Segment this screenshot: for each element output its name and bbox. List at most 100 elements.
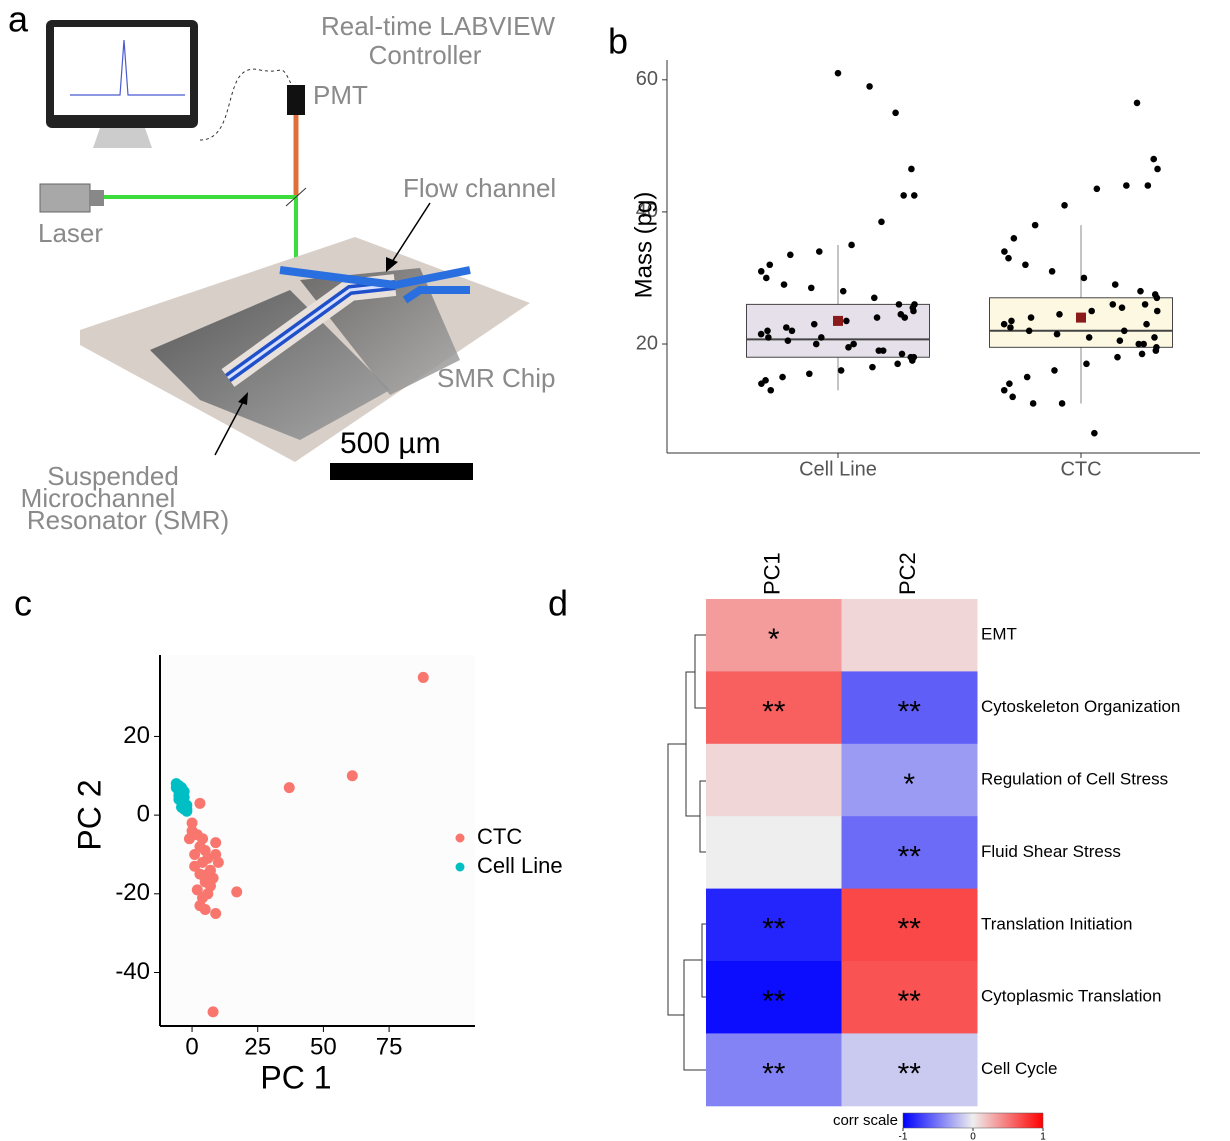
data-point xyxy=(910,307,917,315)
arrow-head xyxy=(238,392,248,405)
data-point xyxy=(1029,400,1037,407)
y-tick-label: 60 xyxy=(636,68,658,90)
column-label: PC2 xyxy=(895,552,920,595)
data-point xyxy=(1000,386,1008,394)
data-point xyxy=(1138,350,1146,358)
data-point xyxy=(1000,320,1008,328)
data-point xyxy=(870,294,878,302)
data-point xyxy=(911,301,918,308)
data-point xyxy=(1135,340,1143,348)
y-tick-label: 40 xyxy=(636,200,658,222)
data-point xyxy=(210,907,222,919)
panel-label: d xyxy=(548,583,568,624)
row-label: Regulation of Cell Stress xyxy=(981,769,1168,788)
data-point xyxy=(1022,261,1029,269)
data-point xyxy=(907,353,915,361)
data-point xyxy=(845,344,852,351)
data-point xyxy=(1154,165,1161,173)
cell-label: ** xyxy=(898,985,922,1018)
y-tick-label: 20 xyxy=(636,332,658,354)
data-point xyxy=(806,370,813,378)
data-point xyxy=(210,837,222,849)
data-point xyxy=(866,83,873,90)
data-point xyxy=(843,317,850,325)
data-point xyxy=(848,241,855,249)
data-point xyxy=(764,327,771,335)
cell-label: ** xyxy=(898,696,922,729)
cable xyxy=(199,68,293,141)
x-tick-label: CTC xyxy=(1060,458,1101,480)
heat-cell xyxy=(706,1033,842,1107)
data-point xyxy=(1010,235,1018,242)
legend-marker xyxy=(455,862,465,872)
heat-cell xyxy=(706,743,842,817)
data-point xyxy=(1109,301,1117,308)
legend-label: Cell Line xyxy=(477,853,563,878)
data-point xyxy=(1048,268,1056,275)
label: SMR Chip xyxy=(437,363,555,393)
data-point xyxy=(189,848,201,860)
data-point xyxy=(194,868,206,880)
row-label: Translation Initiation xyxy=(981,914,1133,933)
panel-label: b xyxy=(608,21,628,62)
panel-label: c xyxy=(14,583,32,624)
data-point xyxy=(1140,340,1147,348)
data-point xyxy=(1088,307,1095,315)
row-label: EMT xyxy=(981,625,1017,644)
cell-label: ** xyxy=(898,1058,922,1091)
data-point xyxy=(910,192,918,199)
panel-label: a xyxy=(8,0,29,40)
row-label: Fluid Shear Stress xyxy=(981,842,1121,861)
data-point xyxy=(878,218,885,226)
data-point xyxy=(1053,330,1061,338)
laser-box xyxy=(39,183,91,213)
laser-tip xyxy=(90,190,104,206)
x-tick-label: 50 xyxy=(310,1033,337,1060)
screen-trace xyxy=(70,39,185,96)
heat-cell xyxy=(706,816,842,890)
data-point xyxy=(767,386,775,394)
data-point xyxy=(1031,221,1039,229)
data-point xyxy=(895,301,903,308)
data-point xyxy=(812,340,820,348)
data-point xyxy=(839,287,847,295)
data-point xyxy=(1008,317,1015,325)
y-tick-label: -20 xyxy=(115,879,150,906)
data-point xyxy=(757,330,765,338)
data-point xyxy=(869,363,876,371)
data-point xyxy=(1005,254,1012,262)
data-point xyxy=(1083,360,1090,368)
data-point xyxy=(1118,304,1126,311)
data-point xyxy=(1023,373,1031,381)
arrow xyxy=(214,397,246,456)
legend-marker xyxy=(455,833,465,843)
channel xyxy=(279,266,471,290)
data-point xyxy=(283,782,295,794)
mean-marker xyxy=(1076,312,1086,323)
data-point xyxy=(1144,182,1152,189)
data-point xyxy=(901,314,909,321)
colorbar-tick-label: -1 xyxy=(899,1132,908,1141)
x-tick-label: 0 xyxy=(185,1033,198,1060)
dendrogram xyxy=(667,634,706,1071)
cell-label: ** xyxy=(762,985,786,1018)
data-point xyxy=(1151,334,1158,341)
label: 500 µm xyxy=(340,427,441,460)
data-point xyxy=(173,789,185,801)
row-label: Cytoplasmic Translation xyxy=(981,987,1161,1006)
data-point xyxy=(231,886,243,898)
data-point xyxy=(1006,380,1013,387)
label: Microchannel xyxy=(21,483,176,513)
heat-cell xyxy=(841,743,978,817)
data-point xyxy=(788,327,796,335)
data-point xyxy=(783,324,790,331)
axis-label: PC 1 xyxy=(260,1059,331,1095)
heat-cell xyxy=(706,671,842,745)
data-point xyxy=(1051,367,1058,374)
label: Flow channel xyxy=(403,173,556,203)
data-point xyxy=(1152,347,1160,354)
data-point xyxy=(1150,155,1157,163)
data-point xyxy=(1001,248,1008,255)
data-point xyxy=(1085,334,1093,341)
data-point xyxy=(757,268,765,275)
